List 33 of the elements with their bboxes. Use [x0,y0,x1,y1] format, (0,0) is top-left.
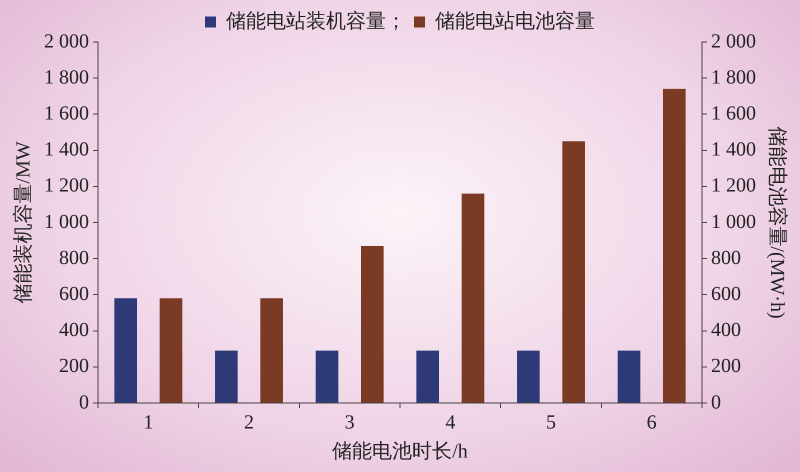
y2-tick-label: 1 000 [711,210,756,233]
y2-tick-label: 1 600 [711,102,756,124]
legend-label: 储能电站电池容量 [435,10,595,32]
y2-tick-label: 0 [711,391,721,414]
y2-tick-label: 1 200 [711,174,756,197]
y2-tick-label: 1 800 [711,66,756,88]
x-tick-label: 4 [445,411,456,434]
x-tick-label: 3 [344,411,355,434]
legend-label: 储能电站装机容量； [226,10,406,32]
y2-tick-label: 1 400 [711,138,756,161]
x-tick-label: 2 [244,411,254,434]
y-axis-title: 储能装机容量/MW [12,141,34,304]
y-tick-label: 1 400 [44,138,89,161]
x-axis-title: 储能电池时长/h [332,440,468,462]
y2-tick-label: 800 [711,246,741,269]
y-tick-label: 1 200 [44,174,89,197]
y2-tick-label: 400 [711,319,741,342]
y-tick-label: 1 600 [44,102,89,124]
y-tick-label: 600 [59,282,89,305]
y-tick-label: 400 [59,319,89,342]
y2-tick-label: 200 [711,355,741,378]
x-tick-label: 5 [546,411,556,434]
y2-tick-label: 2 000 [711,30,756,52]
y-tick-label: 1 800 [44,66,89,88]
y-tick-label: 2 000 [44,30,89,52]
y-tick-label: 1 000 [44,210,89,233]
y-tick-label: 800 [59,246,89,269]
y2-tick-label: 600 [711,282,741,305]
y-tick-label: 0 [79,391,89,414]
y-tick-label: 200 [59,355,89,378]
x-tick-label: 1 [143,411,154,434]
y2-axis-title: 储能电池容量/(MW·h) [766,126,788,319]
x-tick-label: 6 [646,411,657,434]
